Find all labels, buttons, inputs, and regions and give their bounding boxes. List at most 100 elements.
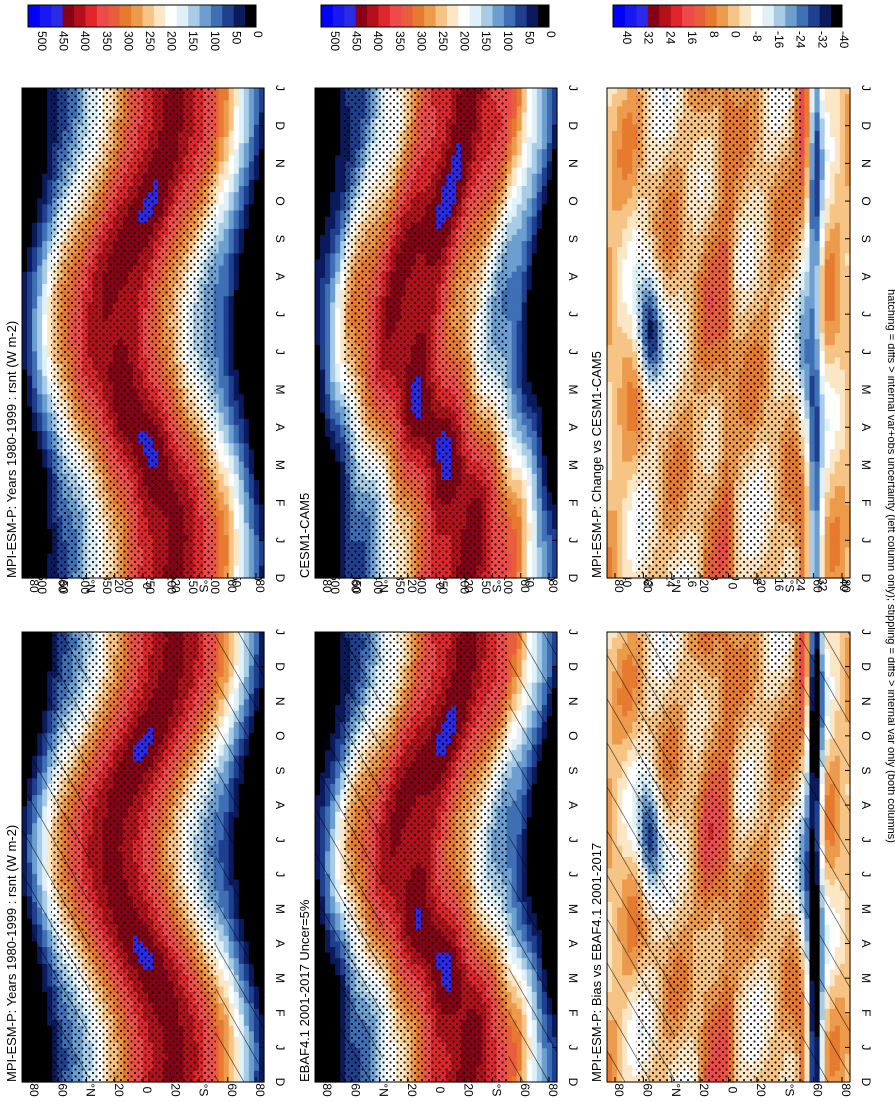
heat-cell: [47, 192, 53, 199]
heat-cell: [37, 241, 43, 248]
heat-cell: [42, 467, 48, 475]
heat-cell: [42, 431, 48, 438]
heat-cell: [32, 241, 38, 248]
heat-cell: [37, 94, 43, 101]
heat-cell: [27, 192, 33, 199]
heat-cell: [47, 149, 53, 156]
heat-cell: [27, 198, 33, 205]
heat-cell: [22, 149, 28, 156]
heat-cell: [27, 424, 33, 432]
heat-cell: [42, 412, 48, 420]
heat-cell: [32, 504, 38, 512]
heat-cell: [22, 455, 28, 463]
heat-cell: [42, 186, 48, 193]
heat-cell: [32, 437, 38, 444]
heat-cell: [22, 106, 28, 114]
heat-cell: [37, 112, 43, 120]
heat-cell: [37, 326, 43, 334]
heat-cell: [22, 504, 28, 512]
heat-cell: [42, 535, 48, 542]
colorbar-label: 150: [186, 574, 200, 594]
heat-cell: [27, 345, 33, 352]
heat-cell: [22, 302, 28, 310]
lat-label: 80: [253, 1083, 267, 1097]
heat-cell: [42, 271, 48, 279]
heat-cell: [22, 173, 28, 181]
heat-cell: [37, 357, 43, 365]
heat-cell: [22, 449, 28, 457]
hatch-overlay: [215, 632, 264, 1082]
heat-cell: [47, 431, 53, 438]
heat-cell: [37, 418, 43, 426]
heat-cell: [47, 179, 53, 187]
heat-cell: [32, 106, 38, 114]
heat-cell: [37, 565, 43, 573]
heat-cell: [37, 529, 43, 536]
heat-cell: [32, 155, 38, 163]
heat-cell: [42, 314, 48, 322]
heat-cell: [27, 363, 33, 371]
heat-cell: [47, 504, 53, 512]
heat-cell: [47, 167, 53, 175]
heat-cell: [22, 559, 28, 567]
heat-cell: [27, 565, 33, 573]
heat-cell: [47, 314, 53, 322]
heat-cell: [37, 106, 43, 114]
heat-cell: [27, 449, 33, 457]
colorbar-label: 350: [100, 574, 114, 594]
heat-cell: [42, 437, 48, 444]
heat-cell: [22, 418, 28, 426]
heat-cell: [42, 480, 48, 487]
colorbar-label: 300: [121, 574, 135, 594]
heat-cell: [47, 480, 53, 487]
heat-cell: [22, 124, 28, 132]
heat-cell: [47, 529, 53, 536]
heat-cell: [32, 498, 38, 506]
heat-cell: [47, 173, 53, 181]
heat-cell: [42, 259, 48, 267]
heat-cell: [27, 247, 33, 254]
heat-cell: [32, 473, 38, 481]
heat-cell: [42, 510, 48, 518]
heat-cell: [27, 94, 33, 101]
heat-cell: [27, 553, 33, 561]
heat-cell: [47, 382, 53, 389]
hatch-overlay: [22, 632, 90, 1082]
heat-cell: [42, 559, 48, 567]
heat-cell: [22, 437, 28, 444]
heat-cell: [42, 277, 48, 285]
heat-cell: [22, 333, 28, 340]
heat-cell: [27, 167, 33, 175]
heat-cell: [37, 522, 43, 530]
heat-cell: [47, 228, 53, 236]
heat-cell: [32, 314, 38, 322]
heat-cell: [32, 443, 38, 450]
colorbar-label: 400: [78, 574, 92, 594]
heat-cell: [32, 553, 38, 561]
heat-cell: [47, 130, 53, 138]
heat-cell: [47, 388, 53, 395]
heat-cell: [32, 565, 38, 573]
heat-cell: [22, 137, 28, 144]
heat-cell: [32, 149, 38, 156]
heat-cell: [32, 449, 38, 457]
heat-cell: [32, 308, 38, 316]
heat-cell: [42, 443, 48, 450]
heat-cell: [47, 498, 53, 506]
heat-cell: [27, 302, 33, 310]
heat-cell: [47, 326, 53, 334]
heat-cell: [42, 228, 48, 236]
heat-cell: [47, 137, 53, 144]
heat-cell: [22, 400, 28, 408]
heat-cell: [22, 253, 28, 261]
heat-cell: [42, 406, 48, 414]
heat-cell: [37, 547, 43, 555]
heat-cell: [37, 247, 43, 254]
heat-cell: [32, 222, 38, 230]
heat-cell: [47, 265, 53, 273]
heat-cell: [27, 314, 33, 322]
heat-cell: [42, 124, 48, 132]
heat-cell: [22, 192, 28, 199]
heat-cell: [47, 522, 53, 530]
